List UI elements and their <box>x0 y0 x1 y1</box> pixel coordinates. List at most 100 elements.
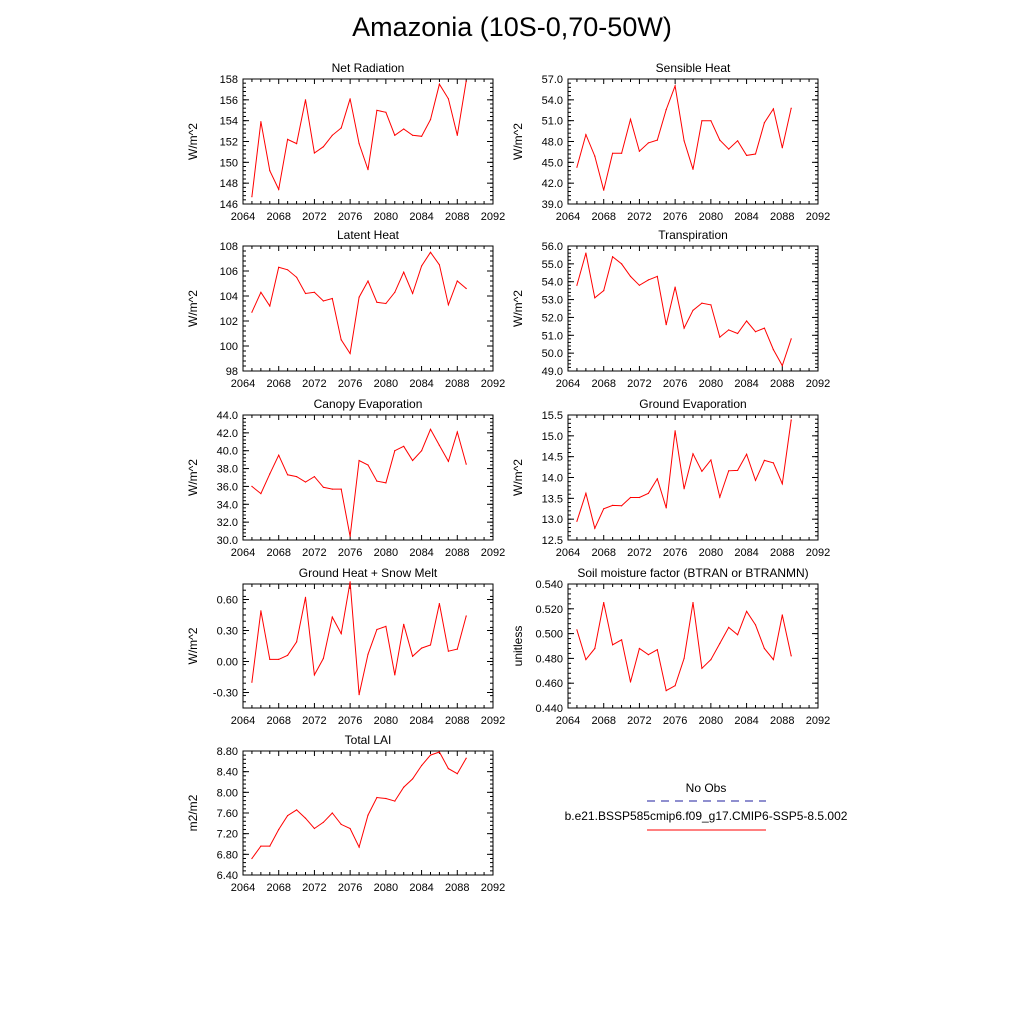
data-point <box>358 846 360 848</box>
data-point <box>456 134 458 136</box>
y-tick-label: 13.0 <box>542 514 563 526</box>
data-point <box>412 134 414 136</box>
data-point <box>260 610 262 612</box>
x-tick-label: 2076 <box>338 211 362 223</box>
panel-4: Transpiration 2064 2068 2072 2076 2080 2084 208… <box>511 228 830 390</box>
data-point <box>612 504 614 506</box>
data-point <box>367 169 369 171</box>
data-point <box>701 302 703 304</box>
data-point <box>421 647 423 649</box>
x-tick-label: 2068 <box>266 882 290 894</box>
data-point <box>429 754 432 756</box>
data-point <box>349 535 351 538</box>
panel-title: Latent Heat <box>337 228 400 242</box>
data-point <box>403 786 405 788</box>
data-point <box>603 508 605 510</box>
x-tick-label: 2064 <box>556 547 580 559</box>
x-tick-label: 2080 <box>374 378 398 390</box>
series-line <box>251 751 467 859</box>
y-tick-label: 8.40 <box>217 767 238 779</box>
data-point <box>421 265 423 267</box>
data-point <box>340 633 342 635</box>
data-point <box>287 269 289 271</box>
data-point <box>647 142 650 144</box>
plot-frame <box>242 750 494 876</box>
x-tick-label: 2088 <box>770 715 794 727</box>
data-point <box>269 473 271 475</box>
data-point <box>465 80 467 82</box>
data-point <box>692 168 694 170</box>
data-point <box>278 188 280 190</box>
data-point <box>754 153 757 155</box>
data-point <box>385 625 387 628</box>
y-tick-label: 8.00 <box>217 787 238 799</box>
x-tick-label: 2072 <box>302 882 326 894</box>
y-tick-label: 156 <box>220 95 238 107</box>
data-point <box>394 450 396 452</box>
x-tick-label: 2080 <box>374 715 398 727</box>
data-point <box>465 757 467 759</box>
y-axis-label: W/m^2 <box>186 459 200 496</box>
x-tick-label: 2092 <box>481 211 505 223</box>
data-point <box>656 139 658 141</box>
x-tick-label: 2084 <box>734 211 758 223</box>
x-tick-label: 2064 <box>231 715 255 727</box>
series-line <box>576 83 792 191</box>
y-tick-label: 0.540 <box>535 579 563 591</box>
data-point <box>781 614 783 616</box>
data-point <box>456 431 458 433</box>
data-point <box>421 450 423 452</box>
y-tick-label: 45.0 <box>542 157 563 169</box>
panel-9: Total LAI 2064 2068 2072 2076 2080 2084 2088 209… <box>186 733 505 894</box>
data-point <box>340 127 342 129</box>
data-point <box>456 773 458 775</box>
y-tick-label: 14.0 <box>542 473 563 485</box>
x-tick-label: 2084 <box>409 378 433 390</box>
y-tick-label: 54.0 <box>542 277 563 289</box>
x-tick-label: 2076 <box>663 378 687 390</box>
data-point <box>331 812 333 814</box>
data-point <box>331 616 333 618</box>
data-point <box>394 134 396 136</box>
data-point <box>683 140 685 142</box>
panel-7: Ground Heat + Snow Melt 2064 2068 2072 2076 2… <box>186 566 505 727</box>
x-tick-label: 2064 <box>231 378 255 390</box>
x-tick-label: 2092 <box>806 715 830 727</box>
y-tick-label: 42.0 <box>217 428 238 440</box>
data-point <box>278 266 280 268</box>
plot-frame <box>242 414 494 541</box>
data-point <box>296 476 298 478</box>
data-point <box>296 276 298 278</box>
data-point <box>260 493 262 495</box>
data-point <box>746 320 748 322</box>
data-point <box>331 297 333 300</box>
y-tick-label: 154 <box>220 116 238 128</box>
series-line <box>251 428 467 537</box>
data-point <box>665 109 667 111</box>
data-point <box>322 300 324 302</box>
y-tick-label: 50.0 <box>542 348 563 360</box>
data-point <box>447 768 449 770</box>
data-point <box>647 279 650 281</box>
data-point <box>585 134 587 136</box>
y-tick-label: 14.5 <box>542 452 563 464</box>
data-point <box>296 641 298 643</box>
panel-title: Canopy Evaporation <box>314 397 423 411</box>
data-point <box>269 845 271 847</box>
data-point <box>754 479 757 481</box>
y-tick-label: 36.0 <box>217 481 238 493</box>
data-point <box>621 639 623 641</box>
y-axis-label: W/m^2 <box>511 123 525 160</box>
x-tick-label: 2076 <box>338 378 362 390</box>
data-point <box>421 764 423 767</box>
legend: No Obs b.e21.BSSP585cmip6.f09_g17.CMIP6-S… <box>565 781 848 831</box>
x-tick-label: 2076 <box>663 715 687 727</box>
data-point <box>638 496 641 499</box>
data-point <box>692 602 694 604</box>
y-tick-label: 7.60 <box>217 808 238 820</box>
data-point <box>304 292 307 295</box>
x-tick-label: 2072 <box>627 211 651 223</box>
panel-5: Canopy Evaporation 2064 2068 2072 2076 2080 20… <box>186 397 505 559</box>
x-tick-label: 2084 <box>734 547 758 559</box>
y-tick-label: 12.5 <box>542 535 563 547</box>
